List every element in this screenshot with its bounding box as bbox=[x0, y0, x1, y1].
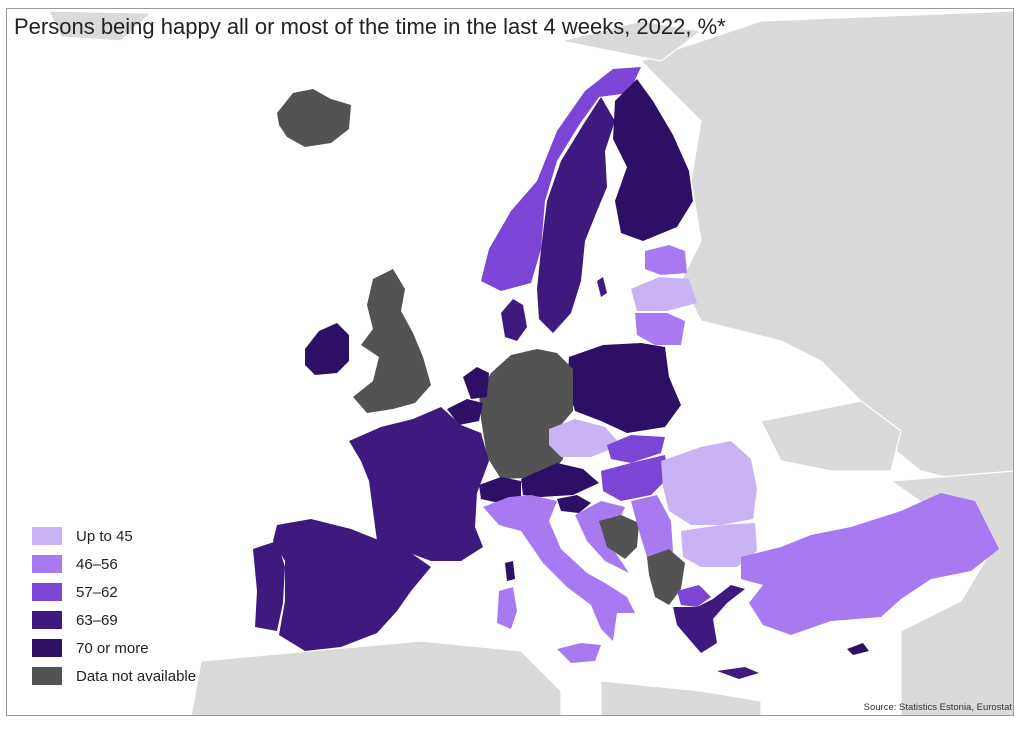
finland bbox=[613, 79, 693, 241]
source-note: Source: Statistics Estonia, Eurostat bbox=[863, 702, 1012, 713]
legend-label: 63–69 bbox=[76, 611, 118, 629]
slovenia bbox=[557, 495, 591, 513]
italy bbox=[483, 495, 635, 641]
legend-item-63-69: 63–69 bbox=[32, 606, 196, 634]
legend: Up to 45 46–56 57–62 63–69 70 or more Da… bbox=[32, 522, 196, 690]
norway bbox=[481, 67, 641, 291]
legend-label: Up to 45 bbox=[76, 527, 133, 545]
legend-item-up-to-45: Up to 45 bbox=[32, 522, 196, 550]
legend-swatch bbox=[32, 639, 62, 657]
non-eu-land bbox=[48, 10, 1013, 715]
legend-item-70-or-more: 70 or more bbox=[32, 634, 196, 662]
legend-label: Data not available bbox=[76, 667, 197, 685]
turkey bbox=[741, 493, 999, 635]
sicily bbox=[557, 643, 601, 663]
greece bbox=[673, 585, 745, 653]
belgium bbox=[447, 399, 483, 425]
spain bbox=[273, 519, 431, 651]
germany bbox=[479, 349, 573, 479]
map-frame bbox=[6, 8, 1014, 716]
latvia bbox=[631, 277, 697, 311]
legend-label: 70 or more bbox=[76, 639, 149, 657]
poland bbox=[567, 343, 681, 433]
united-kingdom bbox=[353, 269, 431, 413]
legend-swatch bbox=[32, 611, 62, 629]
north-macedonia bbox=[677, 585, 711, 607]
legend-label: 57–62 bbox=[76, 583, 118, 601]
iceland bbox=[277, 89, 351, 147]
legend-swatch bbox=[32, 555, 62, 573]
france bbox=[349, 407, 489, 561]
bulgaria bbox=[681, 523, 757, 567]
crete bbox=[717, 667, 759, 679]
montenegro-kosovo bbox=[647, 549, 685, 605]
czechia bbox=[549, 419, 621, 457]
ireland bbox=[305, 323, 349, 375]
legend-item-data-not-available: Data not available bbox=[32, 662, 196, 690]
denmark bbox=[501, 299, 527, 341]
slovakia bbox=[607, 435, 665, 463]
map-title: Persons being happy all or most of the t… bbox=[14, 14, 726, 39]
romania bbox=[661, 441, 757, 525]
lithuania bbox=[635, 313, 685, 345]
legend-item-46-56: 46–56 bbox=[32, 550, 196, 578]
sweden bbox=[537, 97, 615, 333]
legend-swatch bbox=[32, 527, 62, 545]
legend-label: 46–56 bbox=[76, 555, 118, 573]
legend-swatch bbox=[32, 667, 62, 685]
portugal bbox=[253, 541, 285, 631]
bosnia bbox=[599, 515, 639, 559]
corsica bbox=[505, 561, 515, 581]
netherlands bbox=[463, 367, 489, 399]
austria bbox=[521, 463, 599, 497]
legend-swatch bbox=[32, 583, 62, 601]
estonia bbox=[645, 245, 687, 275]
europe-map bbox=[7, 9, 1013, 715]
legend-item-57-62: 57–62 bbox=[32, 578, 196, 606]
cyprus bbox=[847, 643, 869, 655]
switzerland bbox=[479, 477, 521, 503]
hungary bbox=[601, 455, 669, 501]
gotland bbox=[597, 277, 607, 297]
sardinia bbox=[497, 587, 517, 629]
